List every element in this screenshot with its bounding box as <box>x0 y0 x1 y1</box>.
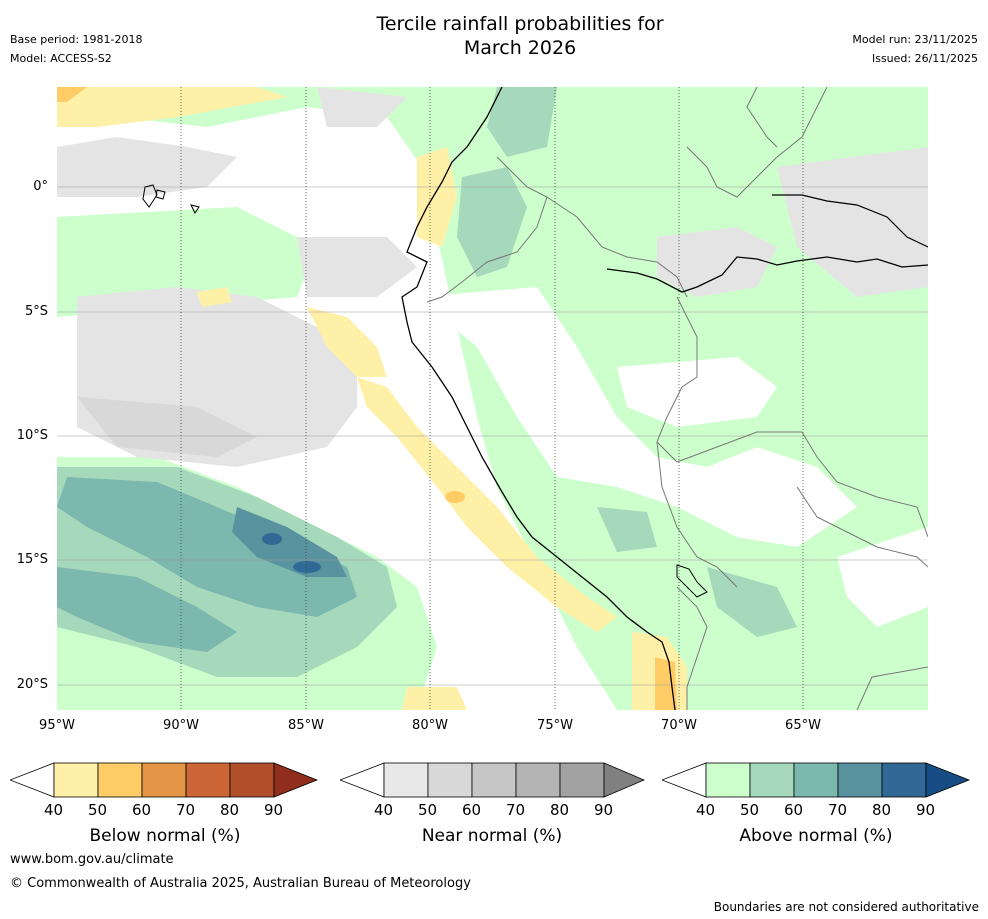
lon-label-90w: 90°W <box>163 718 199 733</box>
near-tick-40: 40 <box>374 801 394 819</box>
lon-label-65w: 65°W <box>785 718 821 733</box>
below-legend-swatch <box>53 762 99 798</box>
below-legend-swatch <box>8 762 55 798</box>
above-colorbar-svg <box>660 762 971 798</box>
above-normal-70-80 <box>232 507 347 577</box>
map-svg <box>57 87 928 710</box>
below-tick-70: 70 <box>176 801 196 819</box>
below-legend-swatch <box>97 762 143 798</box>
lat-label-0: 0° <box>33 179 48 194</box>
near-legend-title: Near normal (%) <box>421 826 563 846</box>
above-tick-80: 80 <box>872 801 892 819</box>
below-tick-80: 80 <box>220 801 240 819</box>
above-tick-60: 60 <box>784 801 804 819</box>
below-tick-40: 40 <box>44 801 64 819</box>
lake-titicaca <box>676 564 708 598</box>
near-colorbar-svg <box>338 762 646 798</box>
title-line-1: Tercile rainfall probabilities for <box>376 13 664 35</box>
lat-label-5s: 5°S <box>24 304 48 319</box>
near-legend-swatch <box>559 762 605 798</box>
lat-label-10s: 10°S <box>16 428 48 443</box>
near-legend-swatch <box>427 762 473 798</box>
near-tick-90: 90 <box>594 801 614 819</box>
near-legend-swatch <box>515 762 561 798</box>
above-tick-70: 70 <box>828 801 848 819</box>
below-legend-swatch <box>185 762 231 798</box>
near-tick-60: 60 <box>462 801 482 819</box>
above-legend-swatch <box>925 762 971 798</box>
amazon-river <box>606 256 928 293</box>
above-legend-swatch <box>793 762 839 798</box>
probability-map <box>57 87 928 710</box>
base-period-label: Base period: 1981-2018 <box>10 33 143 46</box>
no-signal-regions <box>417 287 928 627</box>
lon-label-75w: 75°W <box>537 718 573 733</box>
below-legend-swatch <box>141 762 187 798</box>
near-normal-colorbar <box>338 762 650 802</box>
above-legend-title: Above normal (%) <box>739 826 893 846</box>
lon-label-70w: 70°W <box>661 718 697 733</box>
copyright-text: © Commonwealth of Australia 2025, Austra… <box>10 876 471 891</box>
above-legend-swatch <box>749 762 795 798</box>
above-normal-60-70 <box>57 477 357 652</box>
near-tick-70: 70 <box>506 801 526 819</box>
below-legend-swatch <box>229 762 275 798</box>
below-tick-60: 60 <box>132 801 152 819</box>
latitude-gridlines <box>57 186 928 686</box>
below-tick-50: 50 <box>88 801 108 819</box>
above-normal-colorbar <box>660 762 972 802</box>
below-colorbar-svg <box>8 762 319 798</box>
lon-label-80w: 80°W <box>412 718 448 733</box>
above-legend-swatch <box>881 762 927 798</box>
near-tick-80: 80 <box>550 801 570 819</box>
above-legend-swatch <box>660 762 707 798</box>
country-borders <box>426 87 928 710</box>
near-legend-swatch <box>603 762 646 798</box>
galapagos-islands <box>142 184 200 214</box>
model-label: Model: ACCESS-S2 <box>10 52 112 65</box>
lat-label-20s: 20°S <box>16 677 48 692</box>
near-legend-swatch <box>338 762 385 798</box>
above-legend-swatch <box>705 762 751 798</box>
title-line-2: March 2026 <box>463 37 577 59</box>
coastline <box>401 87 676 710</box>
near-tick-50: 50 <box>418 801 438 819</box>
above-tick-90: 90 <box>916 801 936 819</box>
longitude-gridlines <box>180 87 804 710</box>
below-normal-colorbar <box>8 762 320 802</box>
above-legend-swatch <box>837 762 883 798</box>
website-link[interactable]: www.bom.gov.au/climate <box>10 852 174 867</box>
model-run-label: Model run: 23/11/2025 <box>852 33 978 46</box>
below-legend-title: Below normal (%) <box>89 826 241 846</box>
below-tick-90: 90 <box>264 801 284 819</box>
river-northern <box>772 194 928 248</box>
lat-label-15s: 15°S <box>16 552 48 567</box>
near-normal-regions <box>57 87 928 467</box>
lon-label-85w: 85°W <box>288 718 324 733</box>
above-tick-50: 50 <box>740 801 760 819</box>
below-legend-swatch <box>273 762 319 798</box>
near-legend-swatch <box>383 762 429 798</box>
lon-label-95w: 95°W <box>39 718 75 733</box>
map-title: Tercile rainfall probabilities for March… <box>0 12 988 60</box>
disclaimer-text: Boundaries are not considered authoritat… <box>713 900 979 914</box>
issued-label: Issued: 26/11/2025 <box>871 52 978 65</box>
above-tick-40: 40 <box>696 801 716 819</box>
near-legend-swatch <box>471 762 517 798</box>
